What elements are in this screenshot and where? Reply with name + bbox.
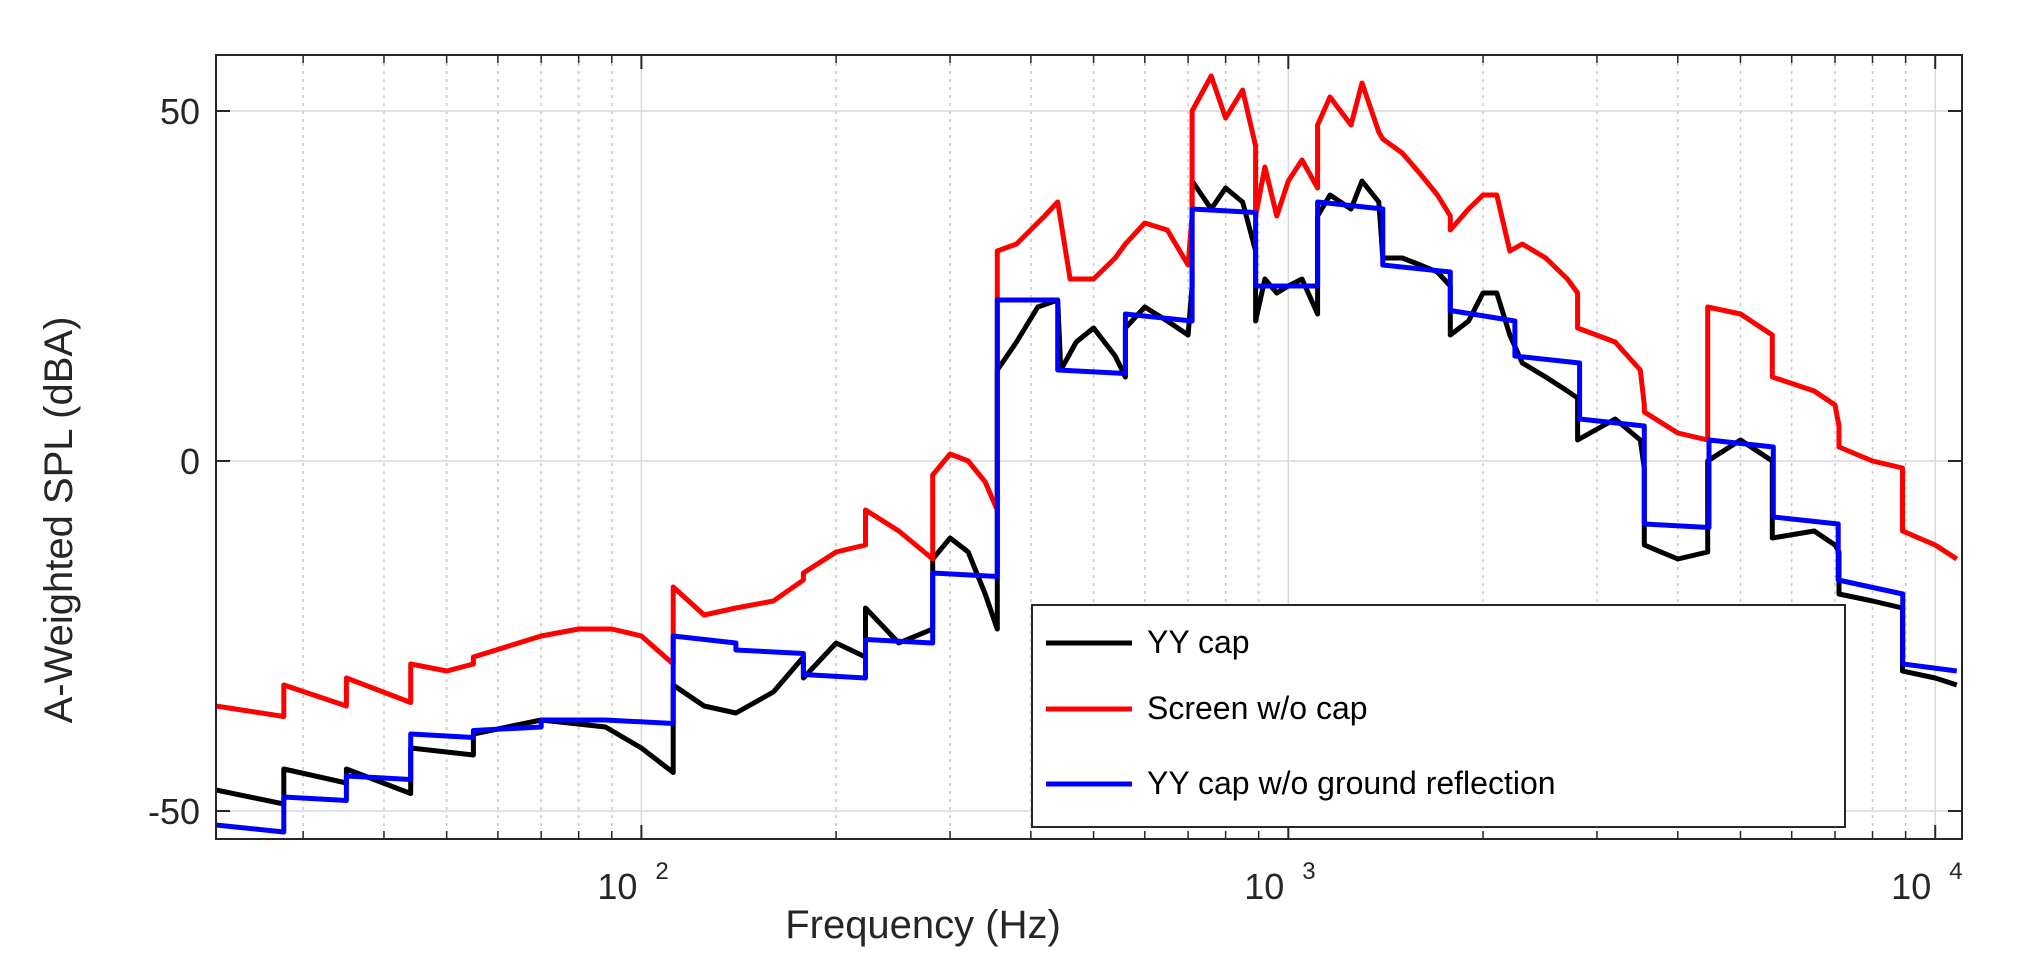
x-tick-label: 10 [597,866,637,907]
x-tick-exponent: 3 [1302,858,1315,885]
y-tick-label: -50 [148,791,200,832]
legend-label-yy-cap: YY cap [1147,624,1250,660]
ticks-layer: 10 2 10 3 10 4 50 0 -50 [148,55,1963,907]
series-screen-wo-cap [215,73,1959,719]
legend-label-screen-wo-cap: Screen w/o cap [1147,690,1368,726]
x-axis-label: Frequency (Hz) [785,903,1061,947]
minor-gridlines [302,55,1907,839]
y-axis-label: A-Weighted SPL (dBA) [37,317,81,724]
legend-label-yy-cap-wo-ground: YY cap w/o ground reflection [1147,765,1556,801]
y-tick-label: 0 [180,441,200,482]
series-yy-cap-wo-ground-reflection [215,199,1958,835]
x-tick-exponent: 4 [1949,858,1962,885]
series-layer [215,73,1959,835]
x-tick-exponent: 2 [655,858,668,885]
y-tick-label: 50 [160,91,200,132]
legend-box [1031,604,1846,828]
x-tick-label: 10 [1891,866,1931,907]
plot-area-frame [215,54,1963,840]
x-tick-label: 10 [1244,866,1284,907]
legend: YY cap Screen w/o cap YY cap w/o ground … [1031,604,1846,828]
